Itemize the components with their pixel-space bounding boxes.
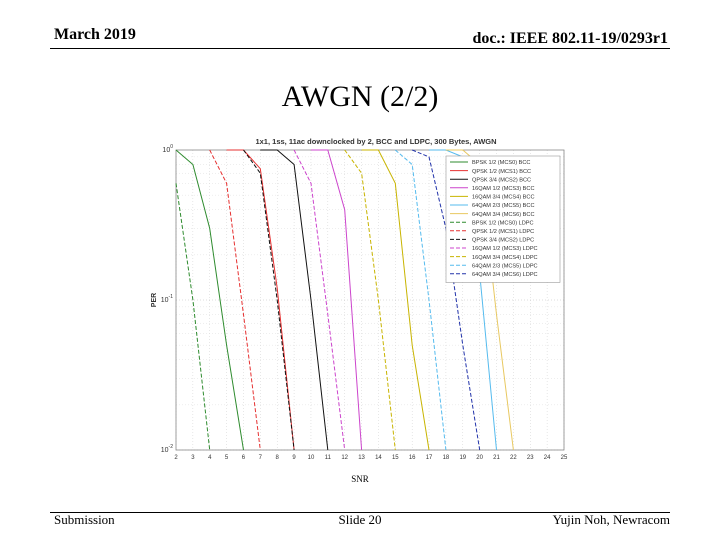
legend-entry: BPSK 1/2 (MCS0) BCC	[472, 160, 530, 166]
legend-entry: QPSK 1/2 (MCS1) BCC	[472, 169, 531, 175]
header-date: March 2019	[54, 26, 136, 43]
legend-entry: 64QAM 2/3 (MCS5) LDPC	[472, 263, 538, 269]
x-tick-label: 18	[443, 455, 450, 461]
x-tick-label: 20	[476, 455, 483, 461]
x-tick-label: 4	[208, 455, 212, 461]
x-tick-label: 25	[561, 455, 568, 461]
per-chart: 1x1, 1ss, 11ac downclocked by 2, BCC and…	[140, 130, 580, 485]
header-divider	[50, 48, 670, 49]
series-line-4	[311, 149, 363, 451]
chart-title: 1x1, 1ss, 11ac downclocked by 2, BCC and…	[255, 137, 496, 146]
legend-entry: 64QAM 3/4 (MCS6) LDPC	[472, 272, 538, 278]
x-tick-label: 8	[276, 455, 280, 461]
footer-slide-number: Slide 20	[338, 512, 382, 527]
legend-entry: 16QAM 3/4 (MCS4) LDPC	[472, 255, 538, 261]
x-tick-label: 11	[325, 455, 332, 461]
x-tick-label: 19	[459, 455, 466, 461]
series-line-3	[260, 149, 329, 451]
slide-title: AWGN (2/2)	[281, 80, 439, 113]
x-tick-label: 2	[174, 455, 178, 461]
y-tick-label: 100	[162, 144, 173, 154]
y-tick-label: 10-2	[161, 444, 173, 454]
footer-submission: Submission	[54, 512, 115, 527]
x-tick-label: 23	[527, 455, 534, 461]
series-line-13	[394, 149, 447, 451]
chart-legend: BPSK 1/2 (MCS0) BCC QPSK 1/2 (MCS1) BCC QP…	[445, 155, 561, 283]
footer-author: Yujin Noh, Newracom	[552, 512, 670, 527]
legend-entry: 16QAM 1/2 (MCS3) BCC	[472, 186, 534, 192]
x-tick-label: 24	[544, 455, 551, 461]
x-tick-label: 14	[375, 455, 382, 461]
legend-entry: QPSK 1/2 (MCS1) LDPC	[472, 229, 534, 235]
x-tick-label: 21	[493, 455, 500, 461]
x-axis-label: SNR	[351, 474, 369, 484]
legend-entry: QPSK 3/4 (MCS2) BCC	[472, 177, 531, 183]
y-axis-ticks: 100 10-1 10-2	[161, 144, 173, 454]
x-tick-label: 12	[341, 455, 348, 461]
header-doc-id: doc.: IEEE 802.11-19/0293r1	[472, 30, 668, 47]
series-line-1	[175, 149, 244, 451]
x-tick-label: 10	[308, 455, 315, 461]
x-tick-label: 3	[191, 455, 195, 461]
x-tick-label: 22	[510, 455, 517, 461]
x-tick-label: 7	[259, 455, 263, 461]
x-tick-label: 13	[358, 455, 365, 461]
x-tick-label: 6	[242, 455, 246, 461]
x-tick-label: 17	[426, 455, 433, 461]
legend-entry: 16QAM 1/2 (MCS3) LDPC	[472, 246, 538, 252]
x-tick-label: 5	[225, 455, 229, 461]
x-axis-ticks: 2 3 4 5 6 7 8 9 10 11 12 13 14 15 16 17 18 19 20 21 22 23 24 25	[174, 455, 568, 461]
y-tick-label: 10-1	[161, 294, 173, 304]
legend-entry: 64QAM 3/4 (MCS6) BCC	[472, 212, 534, 218]
footer-divider	[50, 512, 670, 513]
legend-entry: 16QAM 3/4 (MCS4) BCC	[472, 195, 534, 201]
chart-series	[175, 149, 514, 451]
series-line-5	[361, 149, 430, 451]
legend-box	[445, 155, 561, 283]
y-axis-label: PER	[151, 293, 158, 307]
series-line-10	[243, 149, 295, 451]
x-tick-label: 9	[292, 455, 296, 461]
x-tick-label: 15	[392, 455, 399, 461]
legend-entry: BPSK 1/2 (MCS0) LDPC	[472, 220, 534, 226]
series-line-11	[293, 149, 346, 451]
legend-entry: QPSK 3/4 (MCS2) LDPC	[472, 238, 534, 244]
legend-entry: 64QAM 2/3 (MCS5) BCC	[472, 203, 534, 209]
series-line-9	[209, 149, 261, 451]
series-line-8	[175, 183, 211, 451]
x-tick-label: 16	[409, 455, 416, 461]
series-line-2	[226, 149, 295, 451]
series-line-12	[344, 149, 396, 451]
